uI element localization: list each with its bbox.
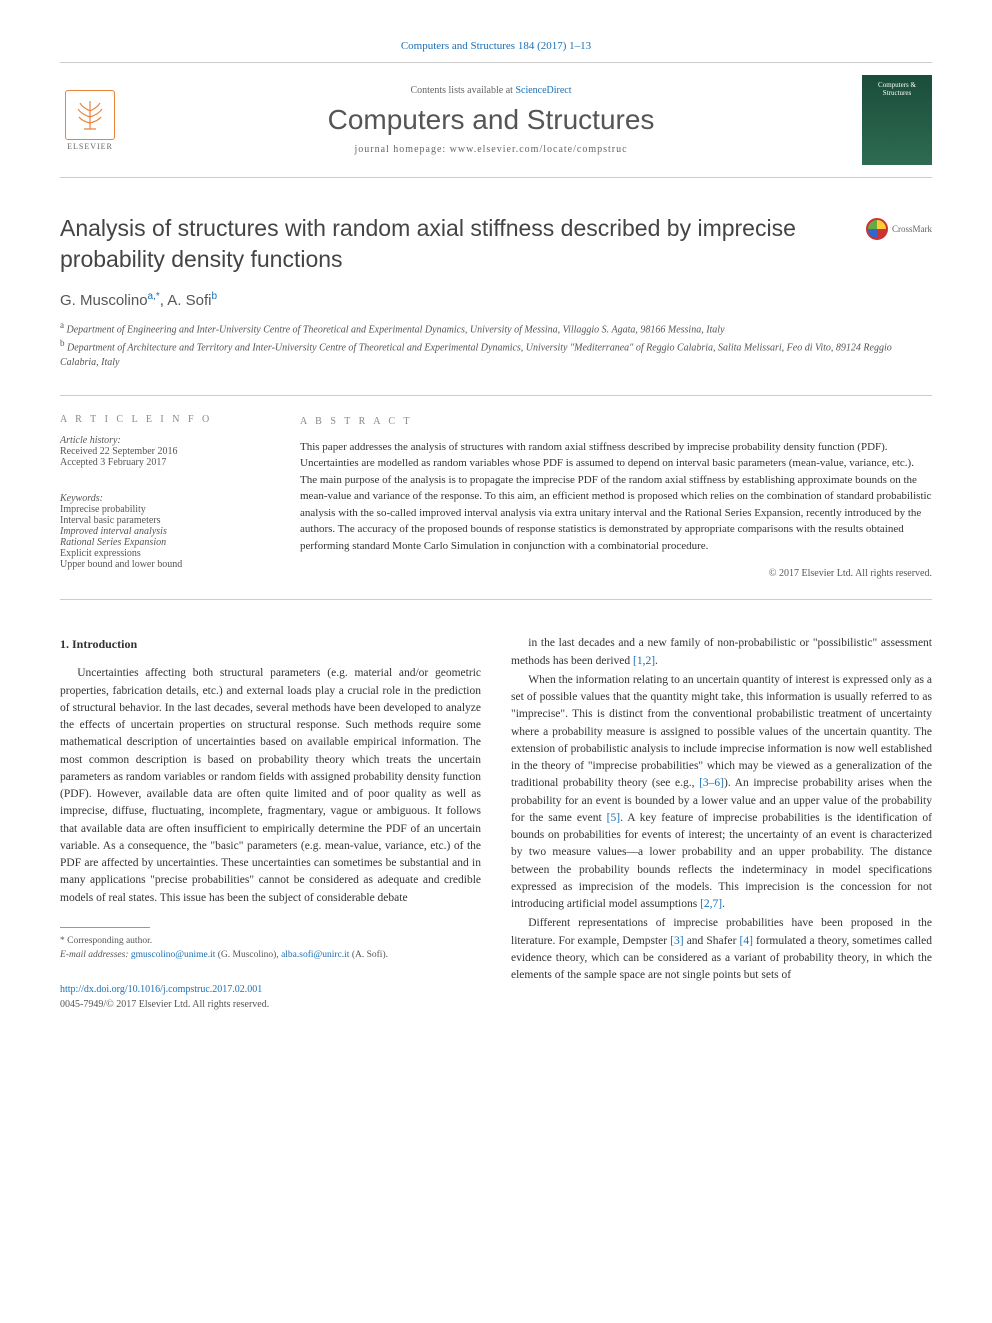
citation-link[interactable]: [4] — [739, 935, 752, 947]
contents-prefix: Contents lists available at — [410, 85, 515, 96]
author-2[interactable]: A. Sofi — [167, 292, 211, 309]
homepage-url[interactable]: www.elsevier.com/locate/compstruc — [450, 144, 628, 155]
sciencedirect-link[interactable]: ScienceDirect — [515, 85, 571, 96]
keyword: Upper bound and lower bound — [60, 559, 270, 570]
abstract-block: A B S T R A C T This paper addresses the… — [300, 414, 932, 582]
corresponding-author: * Corresponding author. — [60, 934, 481, 948]
crossmark-icon — [866, 218, 888, 240]
article-info-sidebar: A R T I C L E I N F O Article history: R… — [60, 414, 270, 582]
publisher-logo[interactable]: ELSEVIER — [60, 85, 120, 155]
text-run: . A key feature of imprecise probabiliti… — [511, 812, 932, 910]
keyword: Rational Series Expansion — [60, 537, 270, 548]
paragraph: When the information relating to an unce… — [511, 672, 932, 914]
received-date: Received 22 September 2016 — [60, 446, 270, 457]
column-right: in the last decades and a new family of … — [511, 635, 932, 1012]
email-label: E-mail addresses: — [60, 950, 129, 960]
citation-link[interactable]: [2,7] — [700, 898, 722, 910]
citation-link[interactable]: [1,2] — [633, 655, 655, 667]
keyword: Explicit expressions — [60, 548, 270, 559]
author-1-affil: a,* — [148, 291, 160, 302]
doi-block: http://dx.doi.org/10.1016/j.compstruc.20… — [60, 982, 481, 1012]
author-1[interactable]: G. Muscolino — [60, 292, 148, 309]
keyword: Interval basic parameters — [60, 515, 270, 526]
paragraph: in the last decades and a new family of … — [511, 635, 932, 670]
elsevier-tree-icon — [65, 90, 115, 140]
article-info-heading: A R T I C L E I N F O — [60, 414, 270, 425]
email-link-1[interactable]: gmuscolino@unime.it — [131, 950, 215, 960]
affiliation-a: Department of Engineering and Inter-Univ… — [67, 324, 725, 335]
contents-available: Contents lists available at ScienceDirec… — [140, 85, 842, 96]
issn-copyright: 0045-7949/© 2017 Elsevier Ltd. All right… — [60, 997, 481, 1012]
journal-title: Computers and Structures — [140, 104, 842, 136]
footnotes: * Corresponding author. E-mail addresses… — [60, 934, 481, 963]
publisher-name: ELSEVIER — [67, 142, 113, 151]
affiliation-b: Department of Architecture and Territory… — [60, 343, 892, 368]
homepage-prefix: journal homepage: — [354, 144, 449, 155]
text-run: . — [655, 655, 658, 667]
section-heading: 1. Introduction — [60, 635, 481, 653]
journal-cover-thumbnail[interactable]: Computers & Structures — [862, 75, 932, 165]
abstract-copyright: © 2017 Elsevier Ltd. All rights reserved… — [300, 566, 932, 581]
article-title: Analysis of structures with random axial… — [60, 213, 932, 275]
article-body: 1. Introduction Uncertainties affecting … — [60, 635, 932, 1012]
text-run: in the last decades and a new family of … — [511, 637, 932, 666]
authors: G. Muscolinoa,*, A. Sofib — [60, 291, 932, 309]
journal-homepage: journal homepage: www.elsevier.com/locat… — [140, 144, 842, 155]
journal-header: ELSEVIER Contents lists available at Sci… — [60, 62, 932, 178]
abstract-heading: A B S T R A C T — [300, 414, 932, 429]
crossmark-label: CrossMark — [892, 224, 932, 234]
accepted-date: Accepted 3 February 2017 — [60, 457, 270, 468]
citation-link[interactable]: [5] — [607, 812, 620, 824]
keyword: Improved interval analysis — [60, 526, 270, 537]
email-name-1: (G. Muscolino), — [218, 950, 279, 960]
email-link-2[interactable]: alba.sofi@unirc.it — [281, 950, 349, 960]
paragraph: Different representations of imprecise p… — [511, 915, 932, 984]
author-2-affil: b — [211, 291, 217, 302]
keywords-label: Keywords: — [60, 493, 270, 504]
paragraph: Uncertainties affecting both structural … — [60, 665, 481, 907]
cover-title: Computers & Structures — [868, 81, 926, 97]
crossmark-badge[interactable]: CrossMark — [866, 218, 932, 240]
text-run: . — [722, 898, 725, 910]
history-label: Article history: — [60, 435, 270, 446]
column-left: 1. Introduction Uncertainties affecting … — [60, 635, 481, 1012]
journal-reference: Computers and Structures 184 (2017) 1–13 — [60, 40, 932, 52]
footnote-separator — [60, 927, 150, 928]
affiliations: a Department of Engineering and Inter-Un… — [60, 319, 932, 370]
text-run: When the information relating to an unce… — [511, 674, 932, 790]
citation-link[interactable]: [3] — [670, 935, 683, 947]
keyword: Imprecise probability — [60, 504, 270, 515]
doi-link[interactable]: http://dx.doi.org/10.1016/j.compstruc.20… — [60, 984, 262, 995]
abstract-text: This paper addresses the analysis of str… — [300, 439, 932, 555]
citation-link[interactable]: [3–6] — [699, 777, 724, 789]
email-name-2: (A. Sofi). — [352, 950, 388, 960]
text-run: and Shafer — [684, 935, 740, 947]
